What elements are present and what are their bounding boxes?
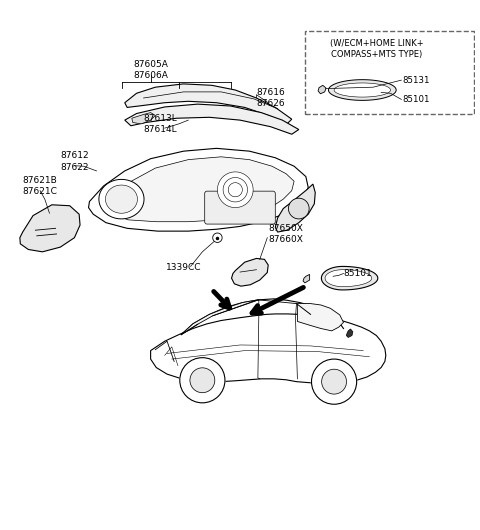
Circle shape [322,369,347,394]
Polygon shape [275,184,315,232]
Polygon shape [325,270,372,287]
Circle shape [190,368,215,393]
Polygon shape [288,198,309,219]
FancyBboxPatch shape [204,191,275,224]
Polygon shape [88,148,308,231]
Text: 85101: 85101 [402,95,430,104]
Text: 85101: 85101 [344,269,372,278]
Polygon shape [318,85,326,94]
Polygon shape [213,233,222,242]
Polygon shape [217,172,253,208]
Polygon shape [298,304,344,331]
Polygon shape [106,185,137,213]
Text: (W/ECM+HOME LINK+
COMPASS+MTS TYPE): (W/ECM+HOME LINK+ COMPASS+MTS TYPE) [330,39,423,59]
Polygon shape [20,205,80,252]
Polygon shape [346,329,353,338]
Polygon shape [228,183,242,197]
Polygon shape [132,112,156,124]
Text: 87605A
87606A: 87605A 87606A [133,60,168,80]
Text: 87616
87626: 87616 87626 [256,88,285,108]
Polygon shape [303,275,310,283]
Polygon shape [125,104,299,134]
Text: 1339CC: 1339CC [166,263,201,272]
Text: 87650X
87660X: 87650X 87660X [268,224,303,244]
Polygon shape [99,179,144,219]
Polygon shape [125,84,292,124]
Polygon shape [328,80,396,100]
Text: 87612
87622: 87612 87622 [60,152,89,172]
Polygon shape [334,83,391,97]
Polygon shape [223,178,248,202]
Circle shape [312,359,357,404]
Polygon shape [181,300,258,334]
Polygon shape [108,157,294,222]
Text: 87621B
87621C: 87621B 87621C [23,176,58,196]
FancyBboxPatch shape [305,31,474,114]
Circle shape [180,358,225,403]
Polygon shape [151,314,386,384]
Text: 87613L
87614L: 87613L 87614L [143,114,177,134]
Polygon shape [322,267,378,290]
Polygon shape [231,259,268,286]
Text: 85131: 85131 [402,76,430,85]
